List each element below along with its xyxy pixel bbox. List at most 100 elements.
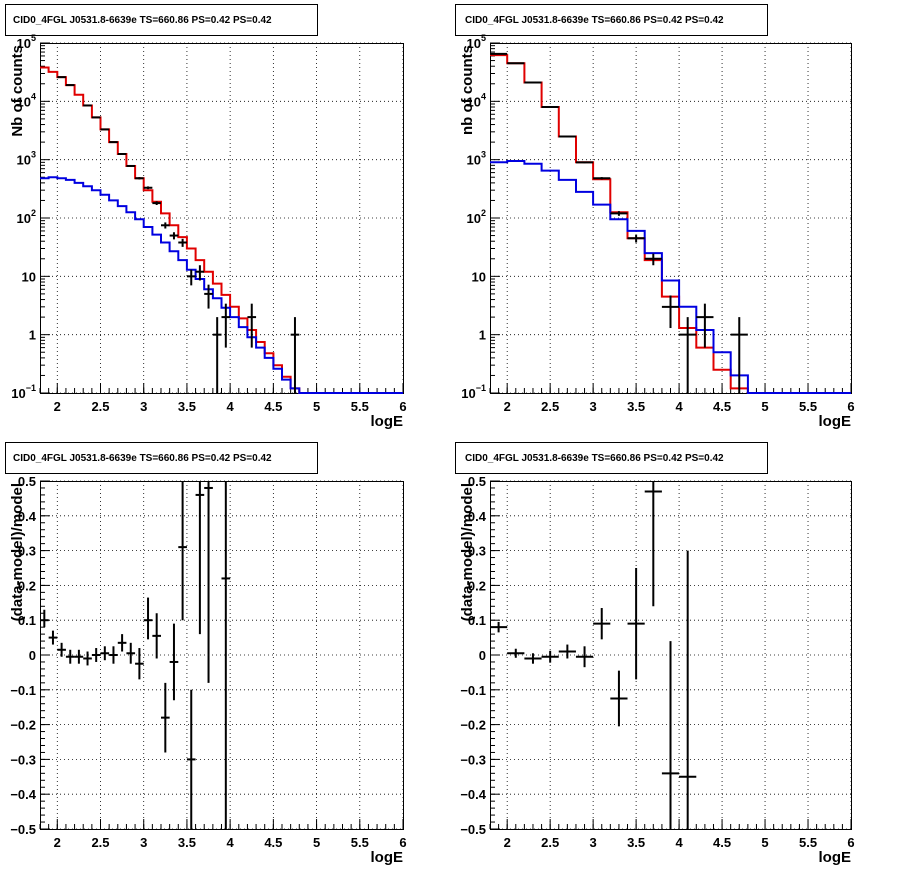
data-point <box>117 153 127 156</box>
data-point <box>204 284 213 309</box>
y-tick-label: 0.3 <box>18 544 36 559</box>
data-point <box>558 644 576 659</box>
x-tick-label: 2 <box>54 835 61 850</box>
data-point <box>575 646 594 668</box>
data-point <box>178 481 187 621</box>
data-point <box>57 642 66 657</box>
x-tick-label: 5.5 <box>799 835 817 850</box>
data-point <box>507 648 525 658</box>
data-point <box>593 608 611 640</box>
data-point <box>247 303 257 348</box>
data-point <box>117 634 127 652</box>
data-point <box>143 597 153 640</box>
y-tick-label: 0.2 <box>18 578 36 593</box>
data-point <box>204 481 213 683</box>
data-points <box>57 76 300 393</box>
x-tick-label: 3 <box>590 835 597 850</box>
y-tick-label: 0 <box>479 648 486 663</box>
data-point <box>186 689 196 829</box>
data-point <box>627 234 645 243</box>
y-tick-label: −0.1 <box>10 683 36 698</box>
y-tick-label: 104 <box>467 91 486 109</box>
data-point <box>109 646 118 664</box>
y-tick-label: 10 <box>22 269 36 284</box>
data-point <box>178 238 187 247</box>
x-tick-label: 4 <box>675 399 683 414</box>
chart-panel-2: CID0_4FGL J0531.8-6639e TS=660.86 PS=0.4… <box>455 4 855 430</box>
chart-panel-3: CID0_4FGL J0531.8-6639e TS=660.86 PS=0.4… <box>5 442 407 866</box>
x-tick-label: 3.5 <box>627 835 645 850</box>
y-tick-label: −0.2 <box>10 718 36 733</box>
data-point <box>83 104 92 107</box>
data-point <box>212 317 222 393</box>
y-tick-label: 0.5 <box>18 474 36 489</box>
x-tick-label: 4.5 <box>264 835 282 850</box>
data-point <box>161 222 170 229</box>
data-point <box>143 186 153 190</box>
data-point <box>100 128 110 131</box>
chart-title: CID0_4FGL J0531.8-6639e TS=660.86 PS=0.4… <box>13 453 272 464</box>
data-point <box>195 481 205 635</box>
data-point <box>152 201 161 206</box>
chart-panel-1: CID0_4FGL J0531.8-6639e TS=660.86 PS=0.4… <box>5 4 407 430</box>
x-tick-label: 3 <box>140 399 147 414</box>
x-axis-title: logE <box>371 413 404 430</box>
data-point <box>65 649 75 664</box>
x-tick-label: 2.5 <box>91 835 109 850</box>
data-point <box>109 141 118 144</box>
x-tick-label: 6 <box>847 835 854 850</box>
x-tick-label: 6 <box>399 835 406 850</box>
x-tick-label: 3.5 <box>627 399 645 414</box>
chart-title-box <box>455 4 768 36</box>
chart-title-box <box>455 442 768 474</box>
x-axis-title: logE <box>819 413 852 430</box>
x-tick-label: 2 <box>504 399 511 414</box>
data-point <box>91 116 101 119</box>
x-tick-label: 4.5 <box>264 399 282 414</box>
data-point <box>91 648 101 662</box>
y-tick-label: 0 <box>29 648 36 663</box>
x-tick-label: 5.5 <box>351 399 369 414</box>
y-tick-label: 0.2 <box>468 578 486 593</box>
plot-frame <box>40 43 404 394</box>
data-point <box>575 161 594 164</box>
x-tick-label: 2 <box>504 835 511 850</box>
data-point <box>661 295 680 329</box>
x-tick-label: 2 <box>54 399 61 414</box>
data-point <box>593 177 611 180</box>
chart-title-box <box>5 4 318 36</box>
y-tick-label: 105 <box>17 33 36 51</box>
y-tick-label: 0.4 <box>468 509 487 524</box>
chart-title-box <box>5 442 318 474</box>
x-tick-label: 4 <box>675 835 683 850</box>
chart-panel-4: CID0_4FGL J0531.8-6639e TS=660.86 PS=0.4… <box>455 442 855 866</box>
x-axis-title: logE <box>371 849 404 866</box>
x-tick-label: 6 <box>847 399 854 414</box>
x-tick-label: 2.5 <box>541 835 559 850</box>
x-tick-label: 5.5 <box>799 399 817 414</box>
data-point <box>610 211 628 216</box>
source_model-histogram <box>490 160 851 394</box>
y-tick-label: 1 <box>479 328 486 343</box>
source_model-histogram <box>40 176 403 394</box>
x-tick-label: 5 <box>313 835 320 850</box>
x-tick-label: 2.5 <box>91 399 109 414</box>
y-tick-label: −0.4 <box>10 787 36 802</box>
data-point <box>221 303 231 348</box>
x-tick-label: 5.5 <box>351 835 369 850</box>
x-tick-label: 3.5 <box>178 835 196 850</box>
y-tick-label: 1 <box>29 328 36 343</box>
data-point <box>221 481 231 829</box>
data-points <box>490 52 748 393</box>
y-tick-label: −0.4 <box>460 787 486 802</box>
y-tick-label: 10−1 <box>461 383 486 401</box>
x-tick-label: 3.5 <box>178 399 196 414</box>
data-point <box>610 670 628 727</box>
data-point <box>524 653 542 664</box>
data-point <box>730 317 748 393</box>
